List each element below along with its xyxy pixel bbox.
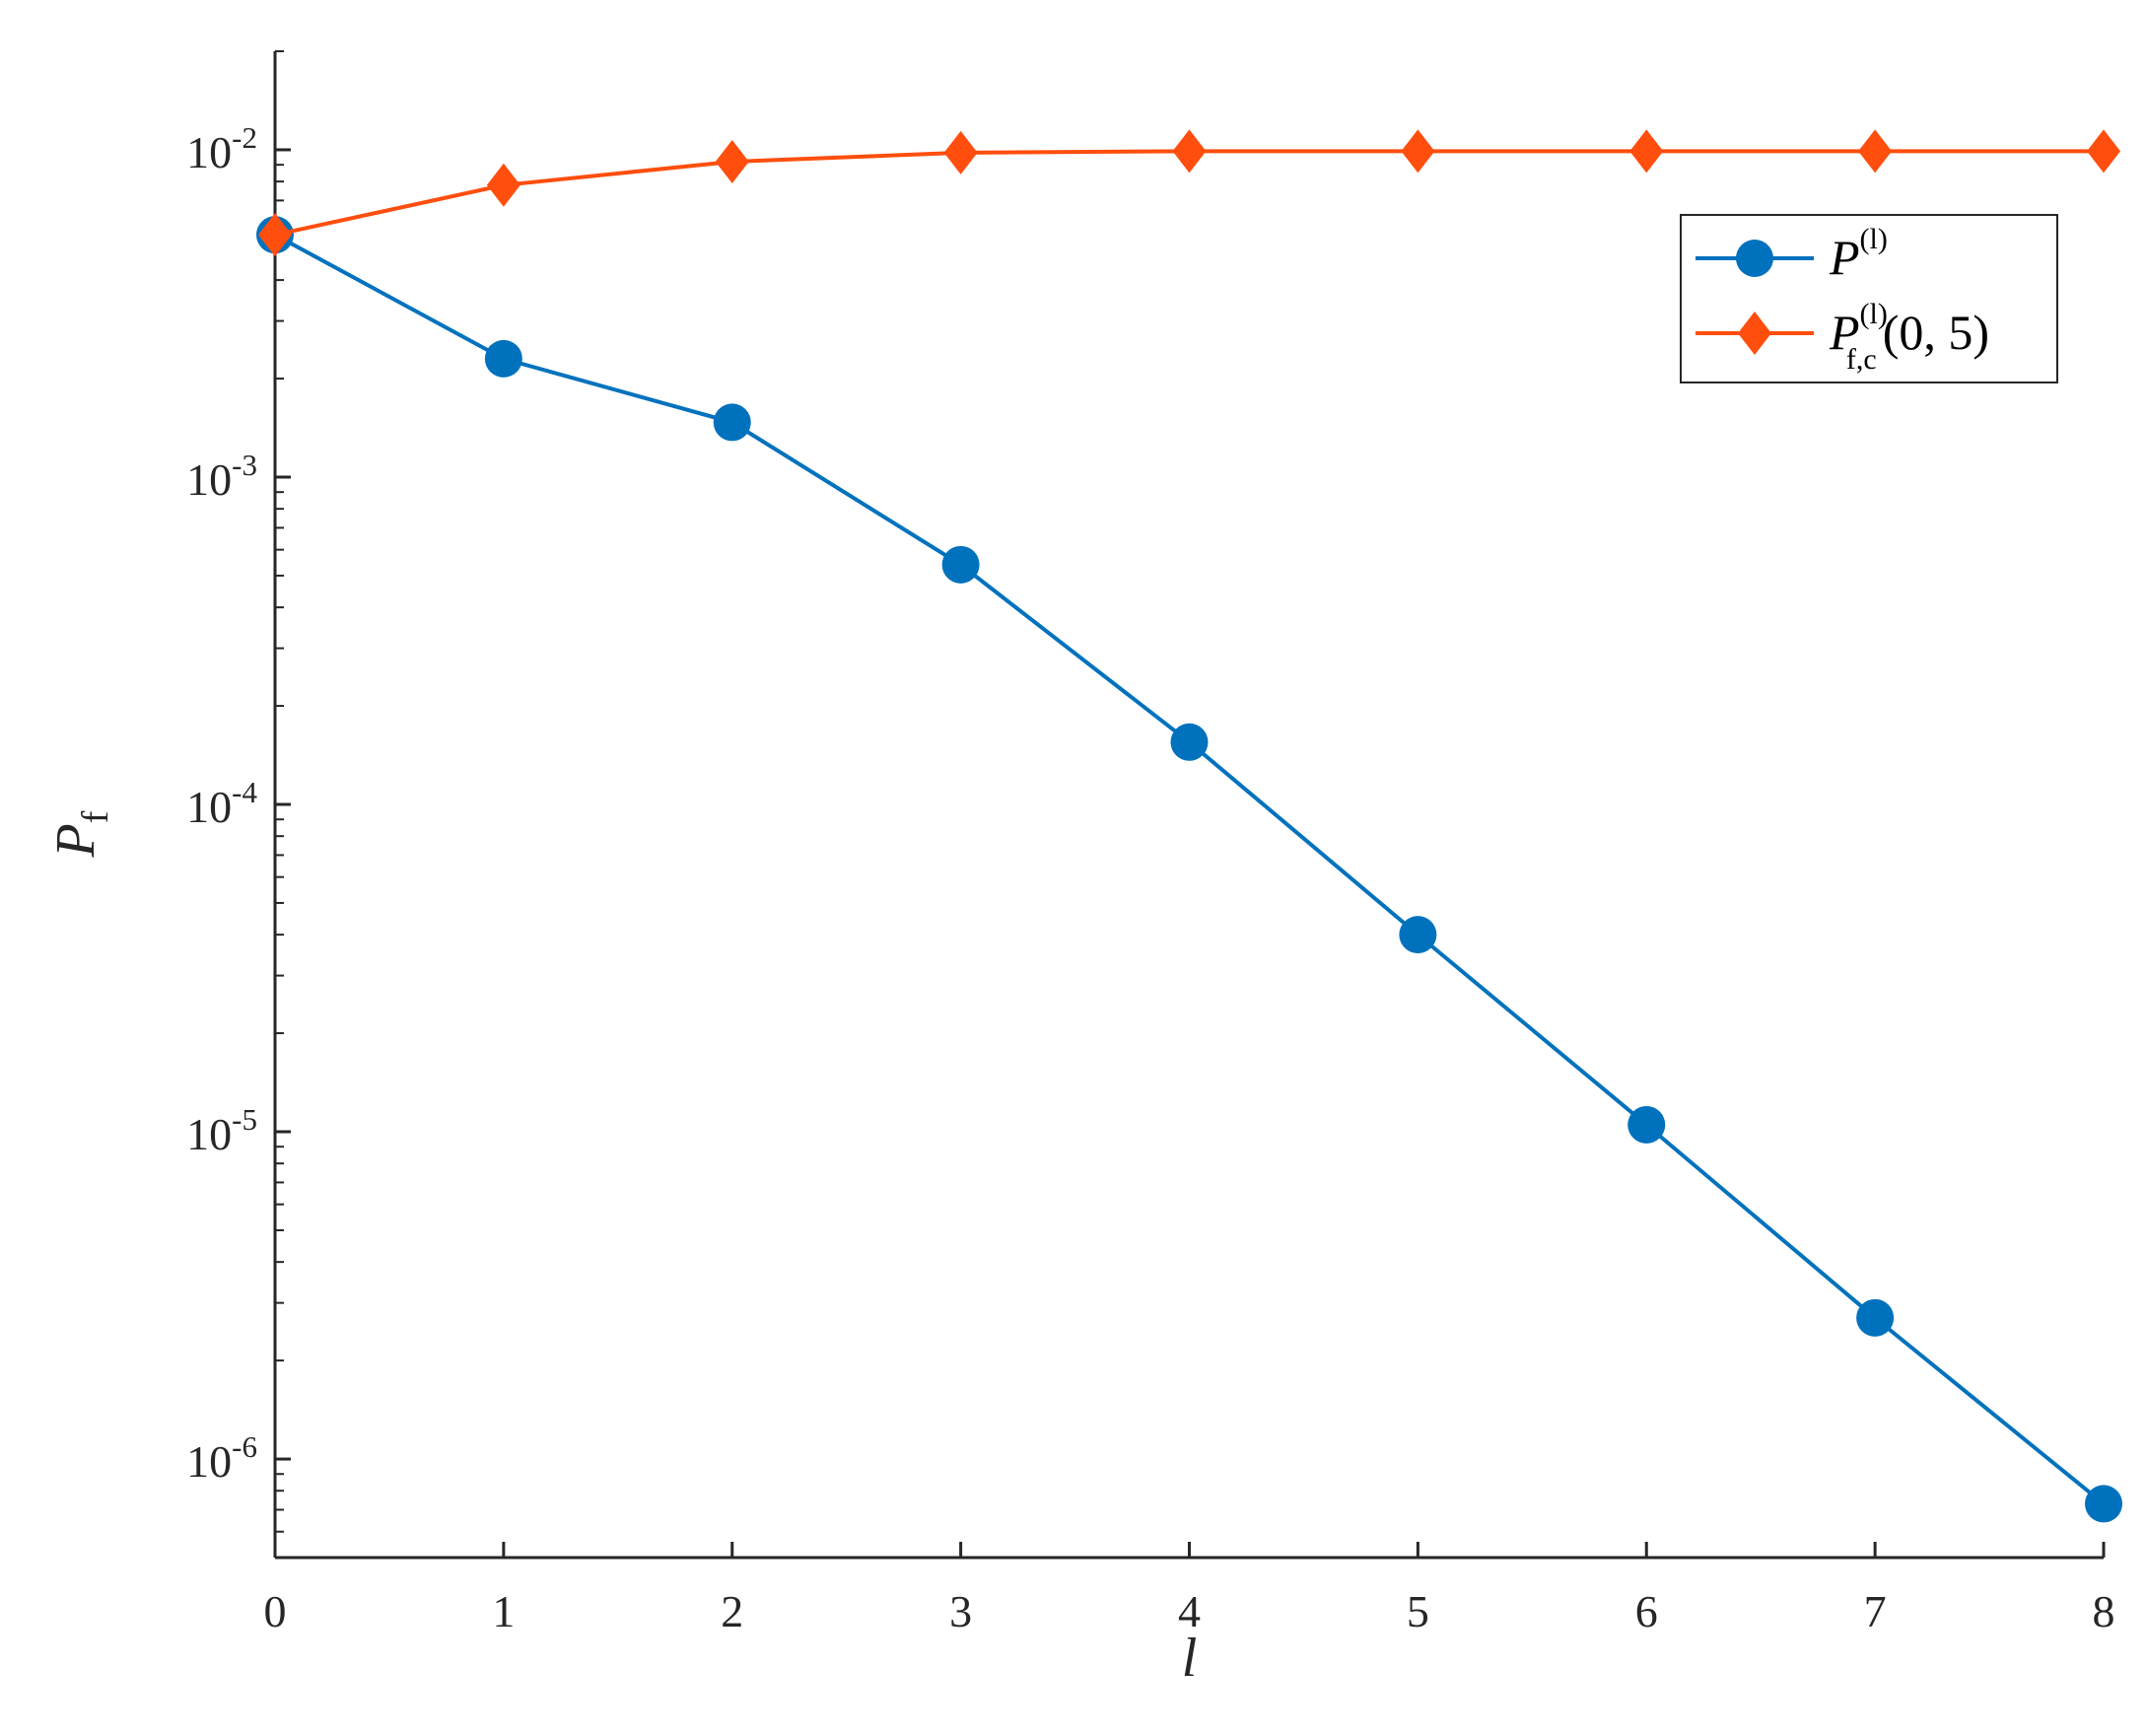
x-tick-label: 3 xyxy=(949,1586,972,1636)
x-tick-label: 2 xyxy=(721,1586,743,1636)
x-tick-label: 8 xyxy=(2093,1586,2115,1636)
axes: 0 1 2 3 4 5 6 7 8 10-6 10-5 10-4 10-3 10-2 xyxy=(186,50,2115,1636)
x-axis-label: l xyxy=(1182,1628,1198,1689)
y-tick-label: 10-5 xyxy=(186,1102,257,1159)
series-line xyxy=(274,233,2106,1505)
data-point-circle xyxy=(1627,1105,1666,1144)
series-layer xyxy=(256,129,2122,1523)
series-1 xyxy=(256,216,2122,1523)
data-point-diamond xyxy=(1172,129,1207,174)
data-point-diamond xyxy=(1858,129,1893,174)
data-point-diamond xyxy=(715,139,749,183)
y-tick-label: 10-2 xyxy=(186,120,257,177)
x-tick-label: 7 xyxy=(1864,1586,1887,1636)
x-tick-label: 0 xyxy=(264,1586,287,1636)
x-tick-label: 5 xyxy=(1407,1586,1429,1636)
data-point-circle xyxy=(941,545,980,584)
y-tick-label: 10-6 xyxy=(186,1429,257,1487)
data-point-circle xyxy=(1399,916,1437,954)
data-point-diamond xyxy=(1629,129,1664,174)
y-axis-label: Pf xyxy=(45,810,116,858)
y-tick-label: 10-3 xyxy=(186,448,257,505)
data-point-diamond xyxy=(1401,129,1435,174)
legend-label: P(l) f,c (0, 5) xyxy=(1829,298,1989,376)
y-axis-label-sub: f xyxy=(75,810,116,823)
legend: P(l) P(l) f,c (0, 5) xyxy=(1680,214,2058,383)
series-2 xyxy=(258,129,2120,257)
legend-label: P(l) xyxy=(1829,223,1888,285)
data-point-diamond xyxy=(943,130,978,174)
legend-box xyxy=(1680,214,2058,383)
legend-marker-circle xyxy=(1736,240,1773,277)
data-point-diamond xyxy=(258,213,292,257)
legend-marker-diamond xyxy=(1738,312,1771,355)
x-tick-label: 1 xyxy=(492,1586,515,1636)
data-point-circle xyxy=(1856,1298,1895,1337)
x-tick-label: 6 xyxy=(1635,1586,1658,1636)
data-point-circle xyxy=(2085,1485,2122,1523)
data-point-diamond xyxy=(486,163,520,207)
legend-item-1: P(l) xyxy=(1696,223,1888,285)
data-point-circle xyxy=(713,403,751,442)
data-point-circle xyxy=(484,339,522,378)
x-tick-label: 4 xyxy=(1178,1586,1201,1636)
y-tick-label: 10-4 xyxy=(186,775,257,832)
data-point-circle xyxy=(1170,723,1209,761)
y-axis-label-main: P xyxy=(45,823,106,858)
legend-item-2: P(l) f,c (0, 5) xyxy=(1696,298,1989,376)
data-point-diamond xyxy=(2087,129,2120,174)
